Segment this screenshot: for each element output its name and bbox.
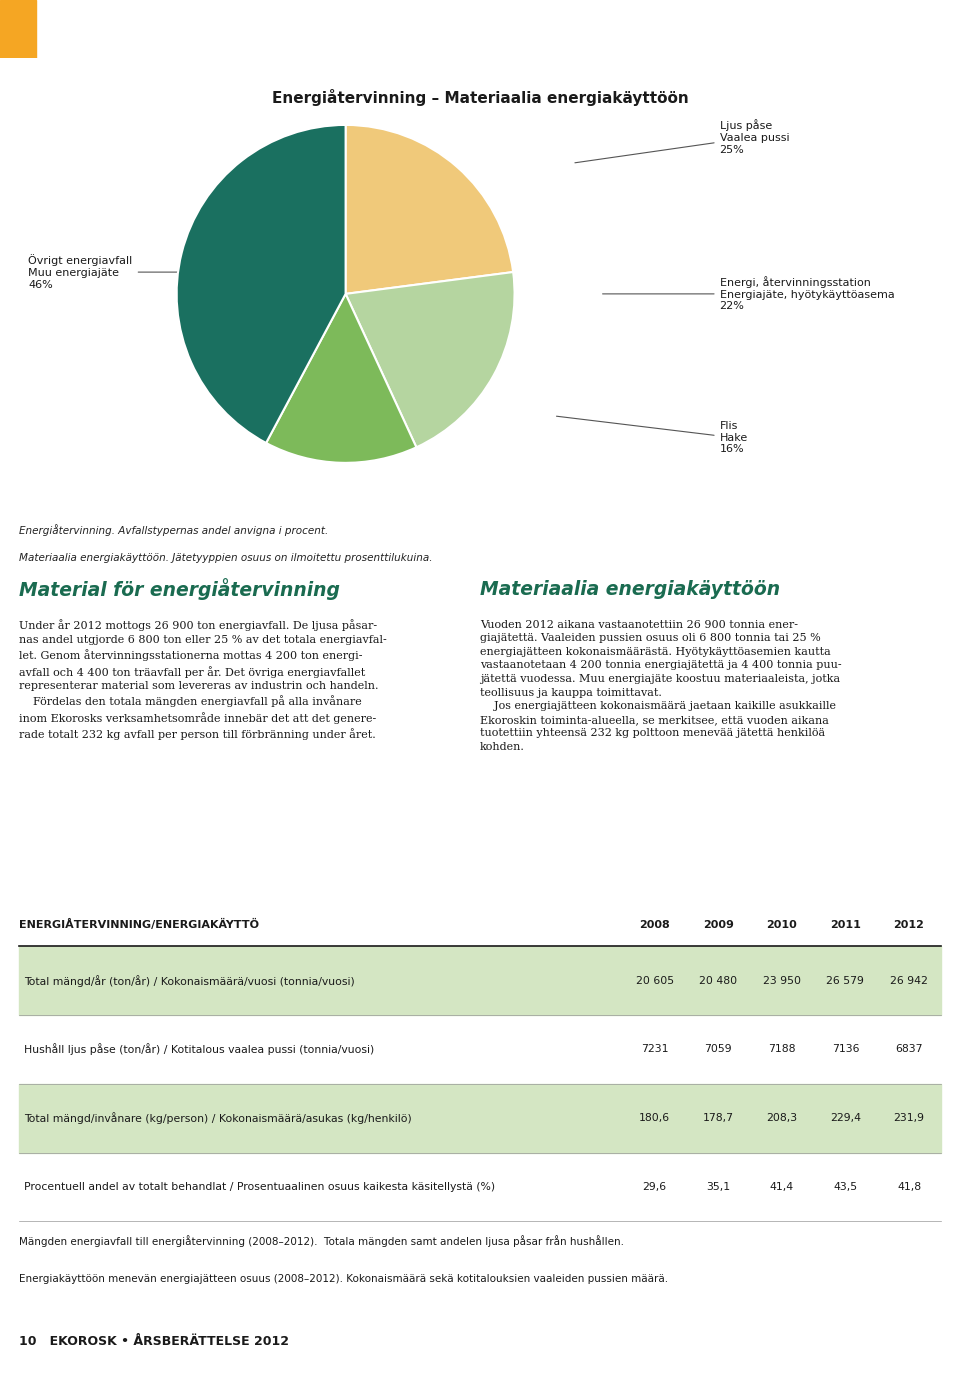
Text: 23 950: 23 950 <box>763 975 801 986</box>
Text: 43,5: 43,5 <box>833 1182 857 1192</box>
Text: Materiaalia energiakäyttöön. Jätetyyppien osuus on ilmoitettu prosenttilukuina.: Materiaalia energiakäyttöön. Jätetyyppie… <box>19 553 433 563</box>
Text: Energiakäyttöön menevän energiajätteen osuus (2008–2012). Kokonaismäärä sekä kot: Energiakäyttöön menevän energiajätteen o… <box>19 1274 668 1285</box>
Text: 7188: 7188 <box>768 1044 796 1054</box>
Text: 20 480: 20 480 <box>699 975 737 986</box>
Wedge shape <box>266 295 417 463</box>
Text: TJÄNSTER /// PALVELUT: TJÄNSTER /// PALVELUT <box>44 18 293 40</box>
Text: 2012: 2012 <box>894 921 924 931</box>
Text: ENERGIÅTERVINNING/ENERGIAKÄYTTÖ: ENERGIÅTERVINNING/ENERGIAKÄYTTÖ <box>19 920 259 931</box>
Text: Material för energiåtervinning: Material för energiåtervinning <box>19 578 340 600</box>
Wedge shape <box>346 272 515 447</box>
Text: 29,6: 29,6 <box>642 1182 666 1192</box>
Text: Övrigt energiavfall
Muu energiajäte
46%: Övrigt energiavfall Muu energiajäte 46% <box>29 254 256 289</box>
Text: 7059: 7059 <box>705 1044 732 1054</box>
Bar <box>0 0 36 58</box>
Bar <box>19 1084 941 1152</box>
Text: Energiåtervinning – Materiaalia energiakäyttöön: Energiåtervinning – Materiaalia energiak… <box>272 89 688 106</box>
Text: 2010: 2010 <box>766 921 797 931</box>
Text: Under år 2012 mottogs 26 900 ton energiavfall. De ljusa påsar-
nas andel utgjord: Under år 2012 mottogs 26 900 ton energia… <box>19 620 387 740</box>
Text: 20 605: 20 605 <box>636 975 674 986</box>
Text: 2009: 2009 <box>703 921 733 931</box>
Wedge shape <box>177 124 346 443</box>
Text: Ljus påse
Vaalea pussi
25%: Ljus påse Vaalea pussi 25% <box>575 119 789 163</box>
Text: Materiaalia energiakäyttöön: Materiaalia energiakäyttöön <box>480 579 780 599</box>
Text: Procentuell andel av totalt behandlat / Prosentuaalinen osuus kaikesta käsitelly: Procentuell andel av totalt behandlat / … <box>24 1182 495 1192</box>
Text: 178,7: 178,7 <box>703 1113 733 1123</box>
Bar <box>19 946 941 1015</box>
Text: 208,3: 208,3 <box>766 1113 798 1123</box>
Text: 2011: 2011 <box>830 921 861 931</box>
Text: 229,4: 229,4 <box>829 1113 861 1123</box>
Wedge shape <box>346 124 514 295</box>
Text: Total mängd/invånare (kg/person) / Kokonaismäärä/asukas (kg/henkilö): Total mängd/invånare (kg/person) / Kokon… <box>24 1112 412 1124</box>
Text: 26 942: 26 942 <box>890 975 928 986</box>
Text: 180,6: 180,6 <box>639 1113 670 1123</box>
Text: 35,1: 35,1 <box>707 1182 731 1192</box>
Text: Vuoden 2012 aikana vastaanotettiin 26 900 tonnia ener-
giajätettä. Vaaleiden pus: Vuoden 2012 aikana vastaanotettiin 26 90… <box>480 620 842 752</box>
Text: Hushåll ljus påse (ton/år) / Kotitalous vaalea pussi (tonnia/vuosi): Hushåll ljus påse (ton/år) / Kotitalous … <box>24 1044 374 1055</box>
Text: 7231: 7231 <box>641 1044 668 1054</box>
Text: 7136: 7136 <box>831 1044 859 1054</box>
Text: 6837: 6837 <box>896 1044 923 1054</box>
Text: 231,9: 231,9 <box>894 1113 924 1123</box>
Text: Energi, återvinningsstation
Energiajäte, hyötykäyttöasema
22%: Energi, återvinningsstation Energiajäte,… <box>603 277 895 311</box>
Text: 10   EKOROSK • ÅRSBERÄTTELSE 2012: 10 EKOROSK • ÅRSBERÄTTELSE 2012 <box>19 1335 289 1348</box>
Text: 41,8: 41,8 <box>897 1182 921 1192</box>
Text: Total mängd/år (ton/år) / Kokonaismäärä/vuosi (tonnia/vuosi): Total mängd/år (ton/år) / Kokonaismäärä/… <box>24 975 354 986</box>
Text: 26 579: 26 579 <box>827 975 864 986</box>
Text: Flis
Hake
16%: Flis Hake 16% <box>557 416 748 454</box>
Text: Mängden energiavfall till energiåtervinning (2008–2012).  Totala mängden samt an: Mängden energiavfall till energiåtervinn… <box>19 1235 624 1247</box>
Text: 2008: 2008 <box>639 921 670 931</box>
Text: 41,4: 41,4 <box>770 1182 794 1192</box>
Text: Energiåtervinning. Avfallstypernas andel anvigna i procent.: Energiåtervinning. Avfallstypernas andel… <box>19 524 328 535</box>
